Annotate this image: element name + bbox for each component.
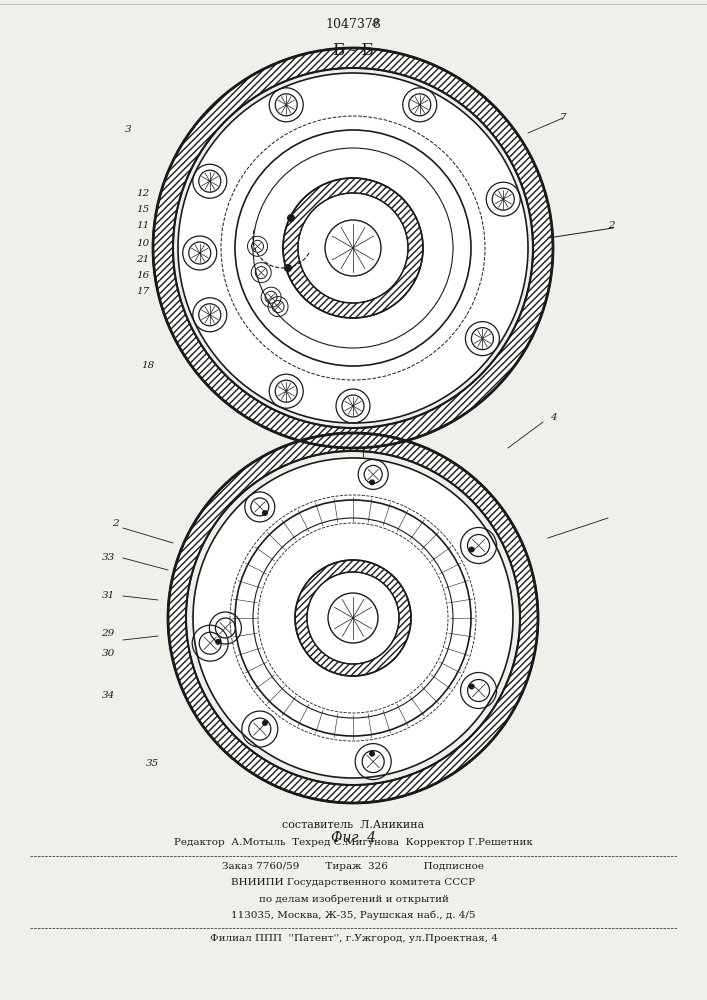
Text: Заказ 7760/59        Тираж  326           Подписное: Заказ 7760/59 Тираж 326 Подписное (223, 862, 484, 871)
Text: Филиал ППП  ''Патент'', г.Ужгород, ул.Проектная, 4: Филиал ППП ''Патент'', г.Ужгород, ул.Про… (209, 934, 498, 943)
Text: составитель  Л.Аникина: составитель Л.Аникина (282, 820, 425, 830)
Circle shape (328, 593, 378, 643)
Text: Фиг. 3: Фиг. 3 (331, 476, 376, 490)
Circle shape (469, 684, 474, 690)
Text: 2: 2 (112, 518, 118, 528)
Circle shape (178, 73, 528, 423)
Circle shape (469, 546, 474, 552)
Circle shape (262, 510, 268, 516)
Text: 17: 17 (136, 288, 150, 296)
Text: по делам изобретений и открытий: по делам изобретений и открытий (259, 894, 448, 904)
Circle shape (325, 220, 381, 276)
Circle shape (287, 214, 295, 222)
Text: 4: 4 (549, 414, 556, 422)
Text: Редактор  А.Мотыль  Техред С.Мигунова  Корректор Г.Решетник: Редактор А.Мотыль Техред С.Мигунова Корр… (174, 838, 533, 847)
Text: 15: 15 (136, 206, 150, 215)
Text: 113035, Москва, Ж-35, Раушская наб., д. 4/5: 113035, Москва, Ж-35, Раушская наб., д. … (231, 910, 476, 920)
Text: Б - Б: Б - Б (333, 42, 374, 59)
Text: 30: 30 (101, 648, 115, 658)
Text: 11: 11 (136, 222, 150, 231)
Circle shape (215, 639, 221, 645)
Text: Фиг. 4: Фиг. 4 (331, 831, 376, 845)
Text: 31: 31 (101, 591, 115, 600)
Circle shape (369, 751, 375, 757)
Text: 16: 16 (136, 271, 150, 280)
Circle shape (284, 264, 292, 272)
Text: 18: 18 (141, 361, 155, 370)
Text: 34: 34 (101, 692, 115, 700)
Text: 3: 3 (124, 125, 132, 134)
Text: 7: 7 (560, 113, 566, 122)
Text: 33: 33 (101, 554, 115, 562)
Text: В - В: В - В (333, 506, 374, 523)
Text: 19: 19 (356, 484, 370, 492)
Text: ВНИИПИ Государственного комитета СССР: ВНИИПИ Государственного комитета СССР (231, 878, 476, 887)
Circle shape (193, 458, 513, 778)
Circle shape (369, 479, 375, 485)
Text: 29: 29 (101, 629, 115, 638)
Text: 21: 21 (136, 255, 150, 264)
Text: 1047378: 1047378 (326, 18, 381, 31)
Text: 2: 2 (608, 222, 614, 231)
Text: 12: 12 (136, 188, 150, 198)
Text: 35: 35 (146, 758, 160, 768)
Text: 10: 10 (136, 238, 150, 247)
Circle shape (262, 720, 268, 726)
Text: 8: 8 (372, 18, 378, 27)
